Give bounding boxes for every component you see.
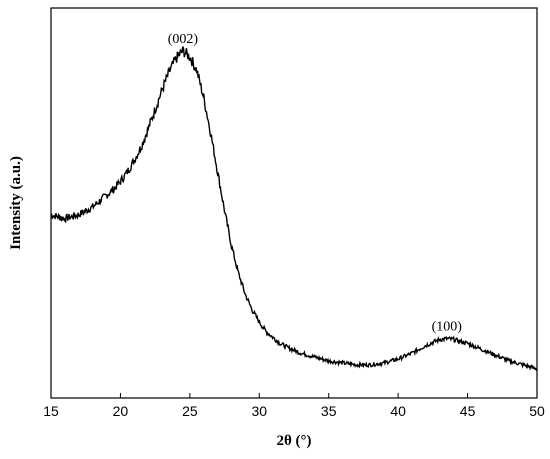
annotation-peak-002: (002) xyxy=(168,32,199,47)
x-tick-label: 40 xyxy=(390,403,406,419)
x-tick-label: 30 xyxy=(251,403,267,419)
x-axis-title: 2θ (°) xyxy=(276,433,311,449)
x-tick-label: 20 xyxy=(113,403,129,419)
x-tick-label: 15 xyxy=(43,403,59,419)
intensity-line xyxy=(50,46,538,372)
annotation-peak-100: (100) xyxy=(432,320,463,335)
x-tick-label: 50 xyxy=(529,403,545,419)
x-tick-label: 45 xyxy=(460,403,476,419)
x-tick-label: 25 xyxy=(182,403,198,419)
x-tick-label: 35 xyxy=(321,403,337,419)
x-axis-ticks: 15 20 25 30 35 40 45 50 xyxy=(43,393,545,419)
y-axis-title: Intensity (a.u.) xyxy=(8,156,24,250)
plot-frame xyxy=(50,7,538,399)
